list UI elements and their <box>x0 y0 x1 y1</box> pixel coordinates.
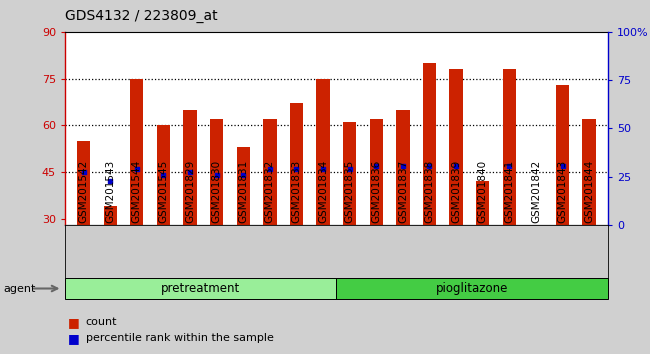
Text: agent: agent <box>3 284 36 293</box>
Point <box>158 172 168 178</box>
Bar <box>423 63 436 225</box>
Point <box>371 163 382 169</box>
Bar <box>77 141 90 225</box>
Text: count: count <box>86 317 117 327</box>
Point <box>291 166 302 172</box>
Point <box>211 172 222 178</box>
Text: pioglitazone: pioglitazone <box>436 282 508 295</box>
Bar <box>449 69 463 225</box>
Point <box>318 166 328 172</box>
Point <box>79 169 89 175</box>
Bar <box>65 278 337 299</box>
Text: GDS4132 / 223809_at: GDS4132 / 223809_at <box>65 9 218 23</box>
Bar <box>343 122 356 225</box>
Point <box>344 166 355 172</box>
Bar <box>556 85 569 225</box>
Point <box>424 163 435 169</box>
Point <box>530 234 541 240</box>
Bar <box>130 79 144 225</box>
Point <box>132 166 142 172</box>
Text: percentile rank within the sample: percentile rank within the sample <box>86 333 274 343</box>
Point <box>557 163 567 169</box>
Bar <box>582 119 596 225</box>
Point <box>265 166 275 172</box>
Text: ■: ■ <box>68 332 80 344</box>
Bar <box>370 119 383 225</box>
Bar <box>317 79 330 225</box>
Point <box>451 163 462 169</box>
Bar <box>337 278 608 299</box>
Bar <box>502 69 516 225</box>
Bar <box>263 119 276 225</box>
Point <box>584 225 594 231</box>
Bar <box>237 147 250 225</box>
Bar <box>290 103 303 225</box>
Bar <box>476 181 489 225</box>
Bar <box>210 119 224 225</box>
Text: ■: ■ <box>68 316 80 329</box>
Bar <box>183 110 197 225</box>
Point <box>504 163 515 169</box>
Point <box>185 169 195 175</box>
Text: pretreatment: pretreatment <box>161 282 240 295</box>
Bar <box>396 110 410 225</box>
Point <box>105 178 116 184</box>
Point <box>238 172 248 178</box>
Point <box>398 163 408 169</box>
Bar <box>103 206 117 225</box>
Bar <box>157 125 170 225</box>
Point <box>478 234 488 240</box>
